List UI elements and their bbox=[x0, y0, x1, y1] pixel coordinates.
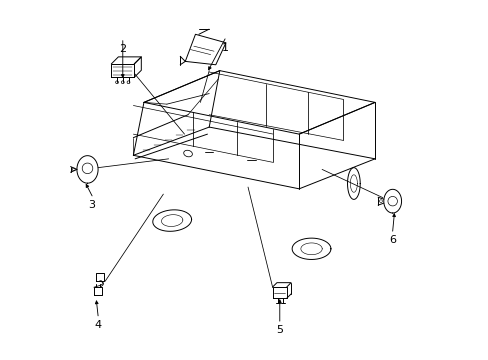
Text: 5: 5 bbox=[276, 325, 283, 335]
Text: 1: 1 bbox=[221, 43, 228, 53]
Text: 6: 6 bbox=[388, 235, 395, 245]
Text: 2: 2 bbox=[119, 45, 126, 54]
Text: 4: 4 bbox=[94, 320, 102, 330]
Text: 3: 3 bbox=[88, 200, 95, 210]
